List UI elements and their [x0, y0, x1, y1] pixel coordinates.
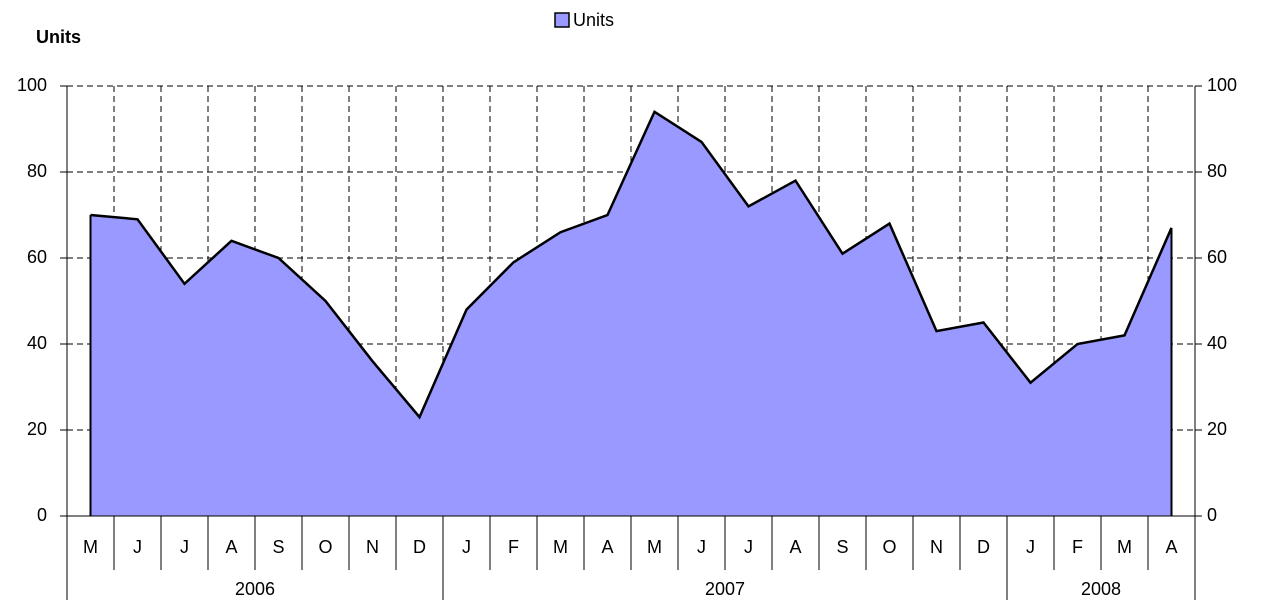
x-tick-label: F — [1072, 537, 1083, 557]
x-tick-label: J — [180, 537, 189, 557]
legend-swatch — [554, 12, 570, 28]
y2-tick-label: 80 — [1207, 161, 1227, 181]
x-tick-label: J — [744, 537, 753, 557]
y-tick-label: 80 — [27, 161, 47, 181]
y2-tick-label: 40 — [1207, 333, 1227, 353]
y-tick-label: 40 — [27, 333, 47, 353]
x-tick-label: N — [930, 537, 943, 557]
x-tick-label: O — [882, 537, 896, 557]
x-tick-label: A — [789, 537, 801, 557]
y-tick-label: 60 — [27, 247, 47, 267]
y2-tick-label: 100 — [1207, 75, 1237, 95]
legend-label: Units — [573, 10, 614, 30]
area — [90, 111, 1172, 517]
x-tick-label: A — [601, 537, 613, 557]
y-tick-label: 100 — [17, 75, 47, 95]
x-group-label: 2007 — [705, 579, 745, 599]
x-group-label: 2008 — [1081, 579, 1121, 599]
y2-tick-label: 60 — [1207, 247, 1227, 267]
x-tick-label: M — [553, 537, 568, 557]
x-tick-label: D — [413, 537, 426, 557]
y-tick-label: 20 — [27, 419, 47, 439]
x-tick-label: M — [1117, 537, 1132, 557]
x-tick-label: A — [225, 537, 237, 557]
x-tick-label: M — [83, 537, 98, 557]
area-line — [90, 109, 1173, 420]
x-tick-label: M — [647, 537, 662, 557]
x-group-label: 2006 — [235, 579, 275, 599]
x-tick-label: O — [318, 537, 332, 557]
x-tick-label: J — [462, 537, 471, 557]
x-tick-label: A — [1165, 537, 1177, 557]
x-tick-label: S — [836, 537, 848, 557]
x-tick-label: N — [366, 537, 379, 557]
x-tick-label: D — [977, 537, 990, 557]
y2-tick-label: 20 — [1207, 419, 1227, 439]
x-tick-label: J — [697, 537, 706, 557]
y-tick-label: 0 — [37, 505, 47, 525]
x-tick-label: S — [272, 537, 284, 557]
x-tick-label: J — [1026, 537, 1035, 557]
x-tick-label: J — [133, 537, 142, 557]
y2-tick-label: 0 — [1207, 505, 1217, 525]
y-axis-title: Units — [36, 27, 81, 47]
x-tick-label: F — [508, 537, 519, 557]
